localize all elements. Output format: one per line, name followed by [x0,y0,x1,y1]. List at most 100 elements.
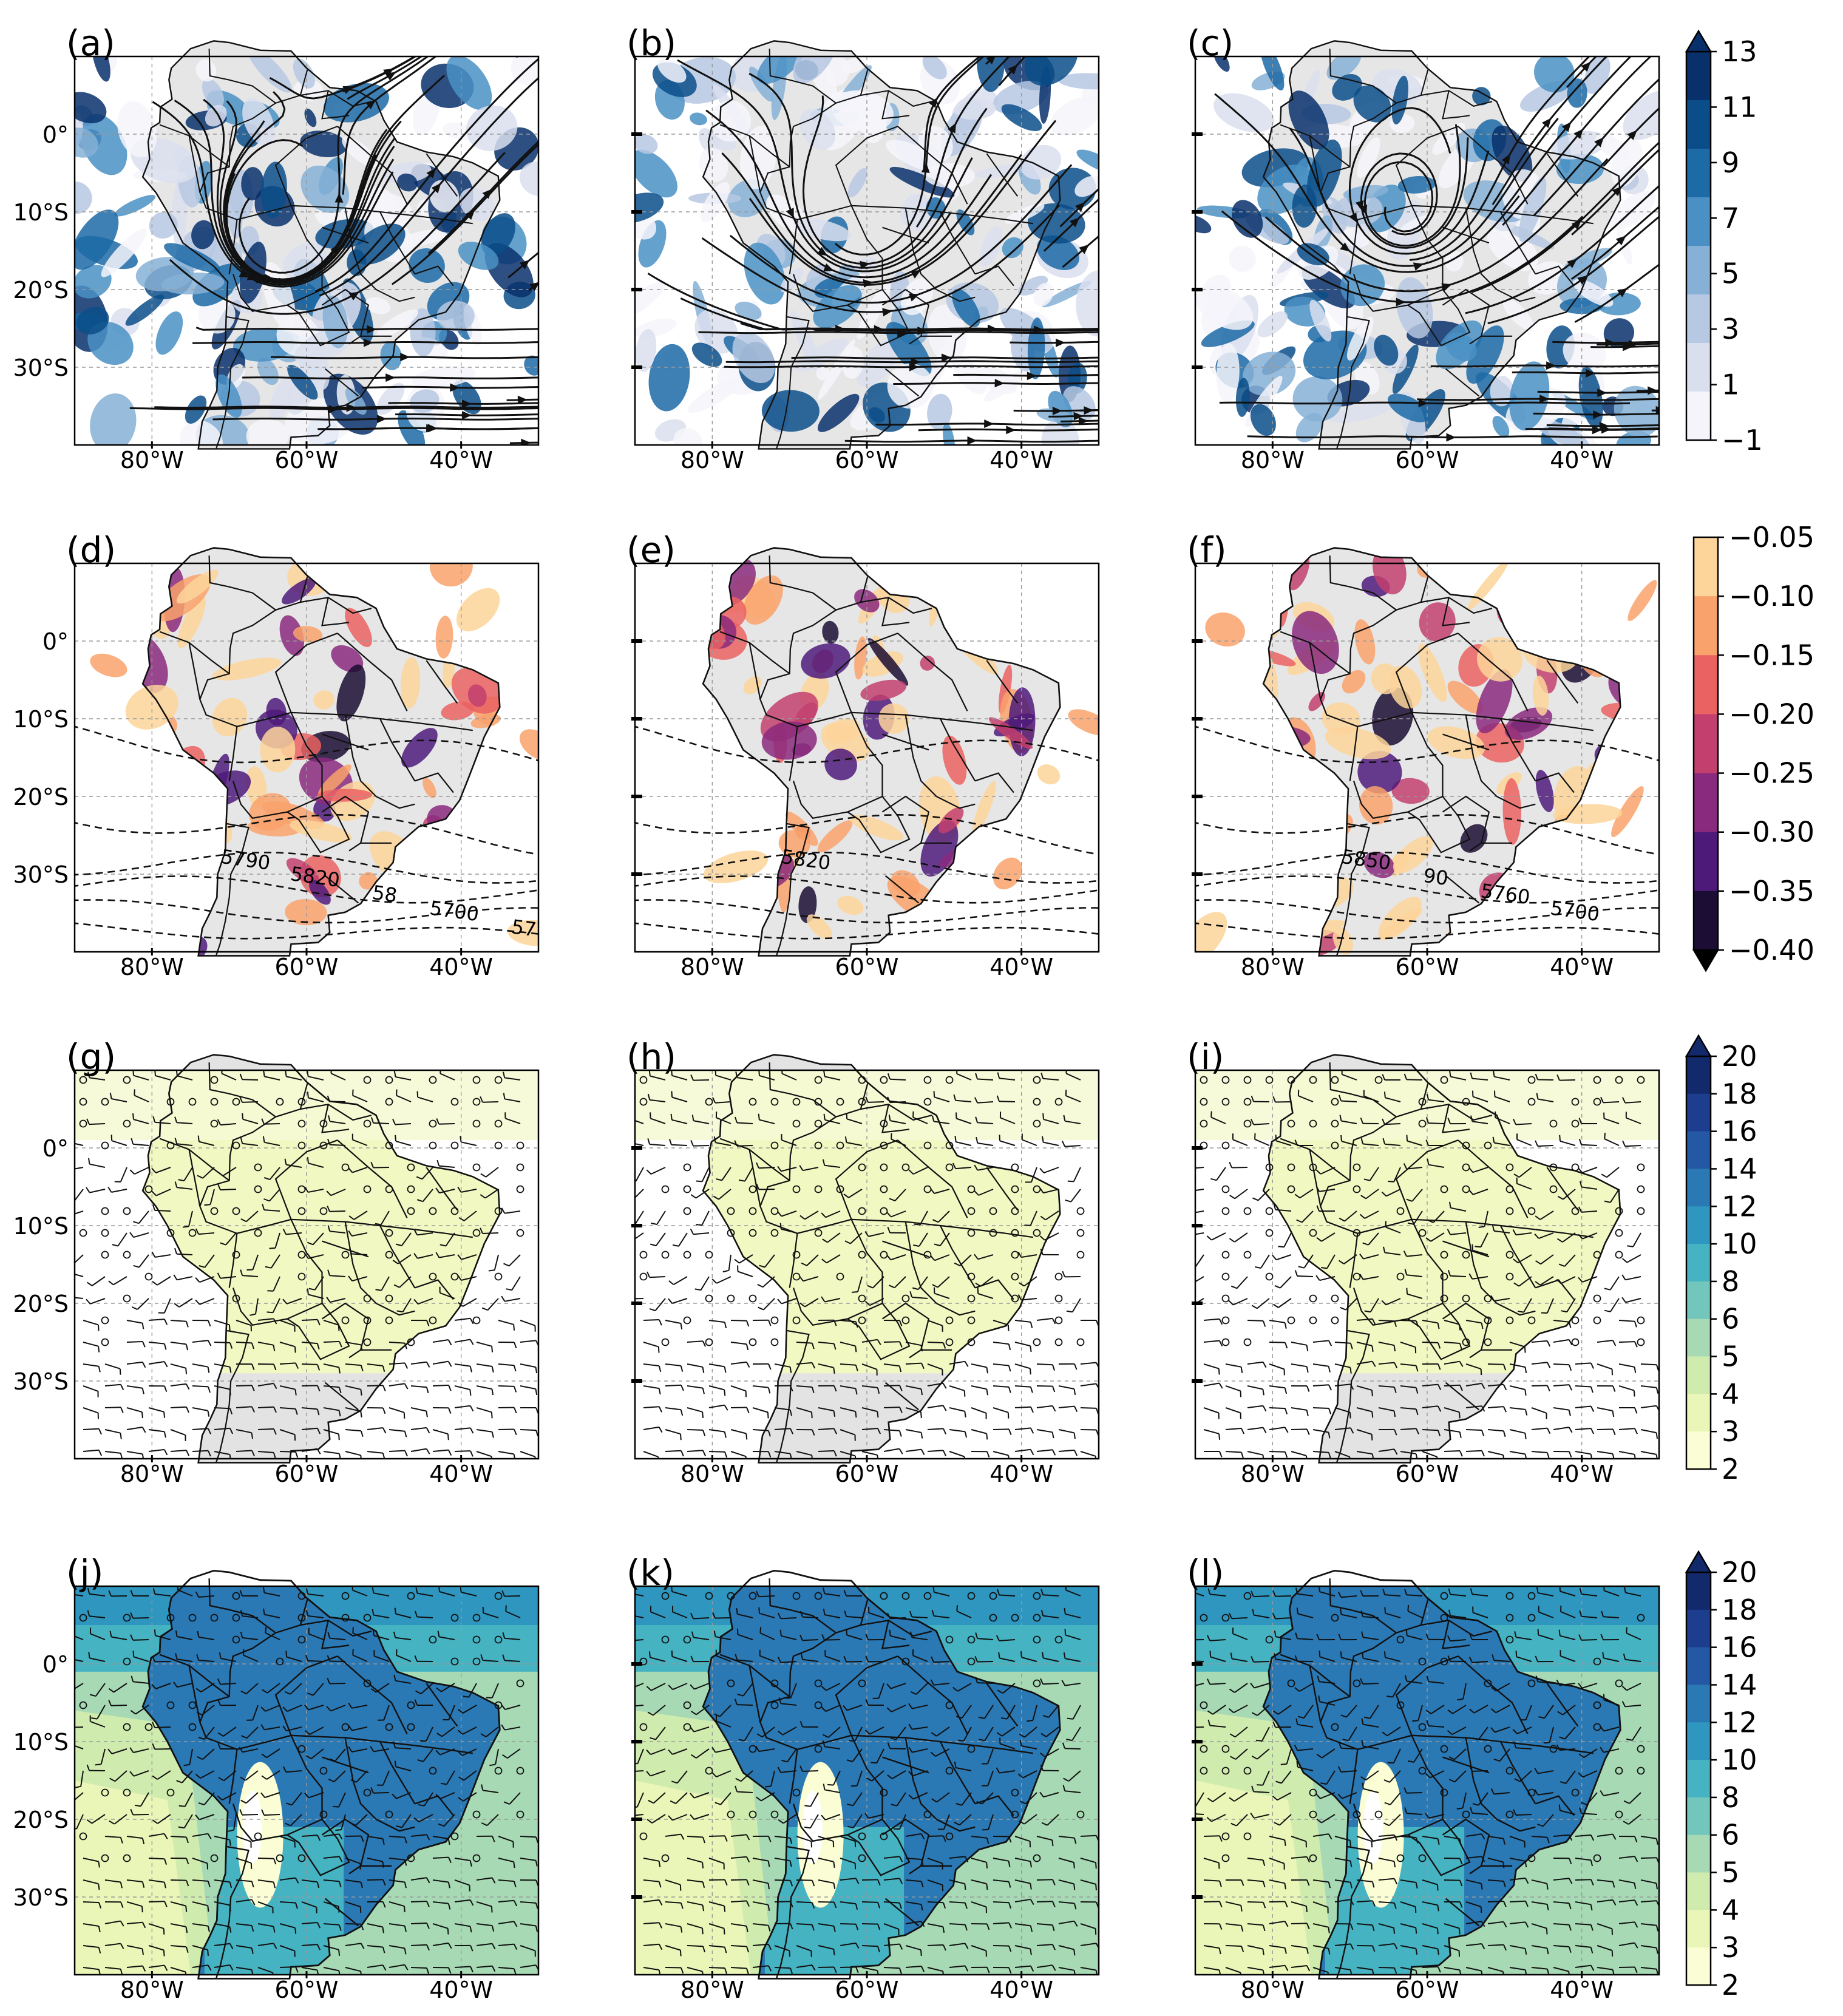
barb-flag [790,1385,793,1392]
barb-shaft [83,1407,98,1414]
barb-shaft [677,1770,688,1784]
calm-marker [1637,1614,1645,1622]
barb-shaft [1297,1593,1314,1597]
calm-marker [144,1723,153,1731]
barb-flag [847,1825,854,1828]
barb-shaft [410,1407,427,1412]
map-panel-e: 5820(e)80°W 60°W 40°W [626,529,1100,980]
calm-marker [770,1229,779,1237]
barb-shaft [439,1636,455,1640]
calm-marker [1287,1076,1295,1084]
lon-label: 40°W [429,1977,493,2003]
field-blob [212,657,282,680]
barb-flag [1372,1319,1376,1325]
barb-shaft [955,1767,972,1771]
barb-flag [229,1454,231,1459]
calm-marker [101,1229,109,1237]
barb-shaft [257,1318,274,1321]
barb-shaft [827,1232,841,1243]
barb-flag [1590,1386,1594,1393]
field-blob [345,608,372,647]
barb-flag [746,1879,750,1886]
calm-marker [748,1745,757,1753]
barb-flag [920,1950,922,1957]
barb-shaft [1582,1232,1598,1240]
barb-shaft [279,1451,296,1453]
barb-flag [668,1815,673,1821]
calm-marker [1637,1076,1645,1084]
barb-shaft [878,1683,884,1699]
calm-marker [880,1207,888,1215]
barb-shaft [1195,1792,1204,1807]
field-blob [398,410,426,445]
calm-marker [123,1657,131,1666]
calm-marker [123,1251,131,1259]
barb-shaft [1539,1210,1554,1220]
barb-flag [855,1878,860,1884]
barb-flag [133,1264,140,1268]
barb-flag [404,1964,409,1970]
calm-marker [1243,1207,1252,1215]
barb-shaft [730,1361,747,1365]
lon-label: 40°W [429,447,493,473]
barb-shaft [395,1766,412,1771]
barb-shaft [1247,1427,1263,1430]
barb-shaft [949,1360,965,1365]
barb-shaft [825,1814,841,1821]
barb-shaft [825,1655,841,1662]
streamline-arrow [517,395,528,404]
barb-flag [986,1883,988,1890]
barb-shaft [708,1385,725,1391]
barb-flag [1040,1764,1044,1771]
barb-flag [711,1772,717,1777]
field-blob [401,728,438,768]
barb-flag [1471,1244,1473,1251]
barb-flag [491,1389,494,1396]
barb-flag [931,1798,937,1803]
barb-flag [846,1759,853,1762]
barb-shaft [1407,1680,1423,1684]
barb-flag [348,1215,355,1220]
barb-shaft [461,1748,477,1756]
calm-marker [79,1076,87,1084]
barb-flag [1007,1412,1010,1419]
barb-flag [1315,1169,1322,1175]
barb-shaft [246,1210,259,1223]
barb-flag [112,1244,118,1247]
barb-flag [986,1389,988,1396]
barb-shaft [730,1342,747,1345]
barb-shaft [1343,1254,1357,1264]
barb-shaft [894,1276,906,1289]
barb-flag [305,1609,309,1617]
lon-label: 80°W [681,447,744,473]
barb-shaft [323,1923,339,1926]
barb-shaft [999,1639,1016,1641]
barb-flag [514,1342,517,1348]
barb-shaft [955,1167,972,1170]
barb-flag [865,1634,869,1640]
streamline-arrow [365,100,376,109]
barb-flag [974,1164,979,1171]
field-blob [1460,824,1488,853]
barb-flag [1218,1368,1220,1375]
barb-flag [501,1590,505,1597]
barb-shaft [730,1900,747,1902]
field-blob [1027,203,1085,244]
barb-flag [975,1073,978,1079]
barb-flag [463,1695,469,1698]
barb-shaft [308,1076,324,1081]
barb-shaft [1473,1189,1488,1195]
streamline-arrow [330,243,339,254]
calm-marker [858,1294,866,1303]
streamline-arrow [1592,426,1602,435]
barb-shaft [643,1385,659,1390]
calm-marker [1549,1119,1558,1128]
barb-shaft [730,1945,747,1947]
calm-marker [1309,1076,1317,1084]
barb-shaft [1065,1683,1081,1686]
barb-flag [1556,1074,1560,1081]
barb-shaft [323,1856,339,1859]
barb-flag [1207,1719,1211,1726]
barb-shaft [999,1140,1016,1146]
barb-flag [1415,1428,1420,1434]
